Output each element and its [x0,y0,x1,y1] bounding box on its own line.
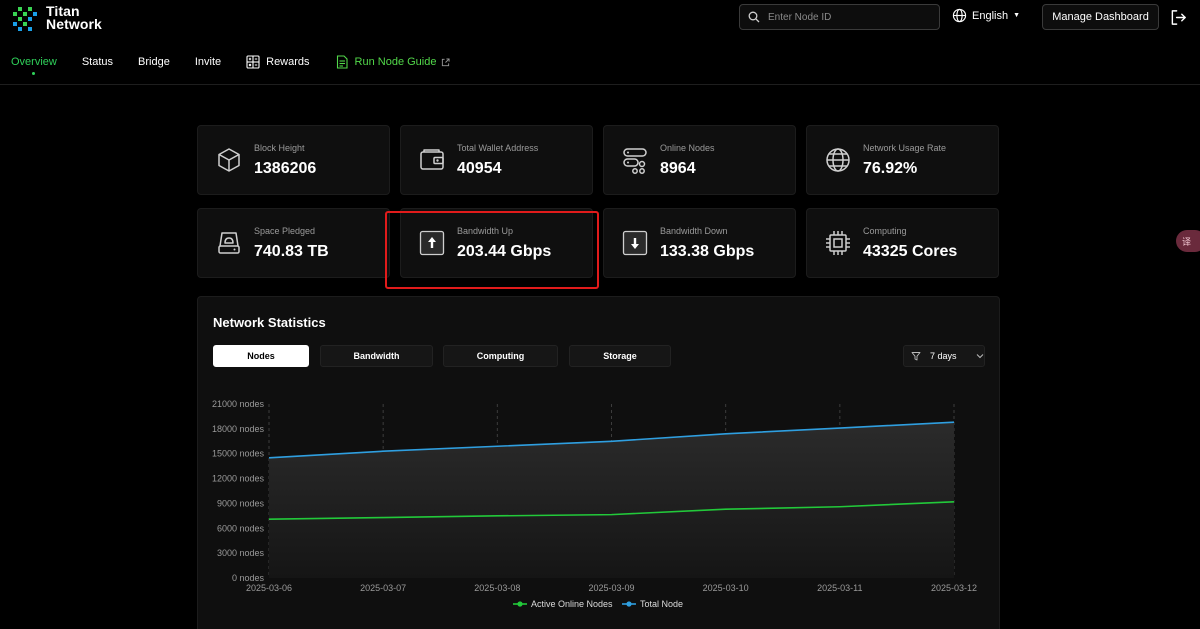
y-tick-label: 6000 nodes [217,523,265,533]
external-link-icon [442,57,451,66]
hard-drive-icon [218,232,240,254]
language-selector[interactable]: English ▼ [952,8,1020,23]
node-id-input[interactable] [768,11,928,23]
x-tick-label: 2025-03-07 [360,583,406,593]
search-icon [748,11,760,23]
nav-invite[interactable]: Invite [194,56,222,68]
document-icon [336,55,348,69]
stat-card-usage-rate: Network Usage Rate 76.92% [806,125,999,195]
filter-icon [911,352,921,361]
x-tick-label: 2025-03-10 [703,583,749,593]
time-range-select[interactable]: 7 days [903,345,985,367]
tab-storage[interactable]: Storage [569,345,671,367]
y-tick-label: 0 nodes [232,573,265,583]
tab-computing[interactable]: Computing [443,345,558,367]
series-line-active-online [268,500,955,520]
tab-bandwidth[interactable]: Bandwidth [320,345,433,367]
y-tick-label: 12000 nodes [212,474,265,484]
node-search-box[interactable] [739,4,940,30]
stat-card-wallet: Total Wallet Address 40954 [400,125,593,195]
language-label: English [972,9,1009,22]
stat-card-online-nodes: Online Nodes 8964 [603,125,796,195]
nav-run-node-guide-label: Run Node Guide [354,56,437,68]
globe-icon [952,8,967,23]
x-tick-label: 2025-03-06 [246,583,292,593]
nav-overview[interactable]: Overview [11,56,57,75]
nav-rewards[interactable]: Rewards [246,55,310,69]
nav-rewards-label: Rewards [266,56,310,68]
stat-label: Network Usage Rate [863,143,947,153]
caret-down-icon: ▼ [1013,12,1021,19]
x-tick-label: 2025-03-11 [817,583,862,593]
series-line-total [268,421,955,459]
brand-line-1: Titan [46,3,80,19]
logout-icon[interactable] [1170,9,1187,26]
server-nodes-icon [623,148,647,174]
legend-swatch-dot [517,601,523,607]
stat-label: Block Height [254,143,305,153]
stat-label: Online Nodes [660,143,715,153]
stat-card-bandwidth-up: Bandwidth Up 203.44 Gbps [400,208,593,278]
stat-value: 43325 Cores [863,243,958,260]
stat-label: Bandwidth Up [457,226,514,236]
stat-label: Total Wallet Address [457,143,539,153]
stat-card-bandwidth-down: Bandwidth Down 133.38 Gbps [603,208,796,278]
y-tick-label: 21000 nodes [212,399,265,409]
translate-bubble[interactable]: 译 [1176,230,1200,252]
tab-nodes[interactable]: Nodes [213,345,309,367]
x-tick-label: 2025-03-12 [931,583,977,593]
chevron-down-icon [976,354,983,359]
download-icon [622,230,648,256]
legend-label: Active Online Nodes [531,599,613,609]
x-tick-label: 2025-03-09 [588,583,634,593]
y-tick-label: 15000 nodes [212,449,265,459]
stat-card-computing: Computing 43325 Cores [806,208,999,278]
highlight-box [385,211,599,289]
stat-value: 8964 [660,160,696,177]
nav-bridge[interactable]: Bridge [138,56,170,68]
stat-value: 203.44 Gbps [457,243,552,260]
titan-logo[interactable]: Titan Network [11,4,102,32]
stat-value: 1386206 [254,160,317,177]
manage-dashboard-button[interactable]: Manage Dashboard [1042,4,1159,30]
brand-line-2: Network [46,16,102,32]
main-nav: Overview Status Bridge Invite Rewards Ru… [11,55,475,75]
stat-value: 40954 [457,160,502,177]
panel-title: Network Statistics [213,315,326,330]
cpu-chip-icon [826,231,850,255]
stat-value: 76.92% [863,160,918,177]
wallet-icon [420,149,444,170]
y-tick-label: 18000 nodes [212,424,265,434]
legend-swatch-dot [626,601,632,607]
y-tick-label: 3000 nodes [217,548,265,558]
titan-logo-icon [13,7,37,31]
time-range-label: 7 days [930,351,957,361]
calculator-icon [246,55,260,69]
top-bar: Titan Network English ▼ Manage Dashboard [0,0,1200,36]
stat-card-block-height: Block Height 1386206 [197,125,390,195]
stat-value: 133.38 Gbps [660,243,755,260]
brand-name: Titan Network [46,3,102,32]
stat-label: Space Pledged [254,226,316,236]
y-tick-label: 9000 nodes [217,498,265,508]
stat-card-space-pledged: Space Pledged 740.83 TB [197,208,390,278]
x-tick-label: 2025-03-08 [474,583,520,593]
nav-run-node-guide[interactable]: Run Node Guide [335,55,451,69]
header-divider [0,84,1200,85]
stat-label: Bandwidth Down [660,226,728,236]
globe-network-icon [826,148,850,172]
upload-icon [419,230,445,256]
nav-status[interactable]: Status [81,56,114,68]
cube-icon [218,148,240,172]
stat-label: Computing [863,226,907,236]
legend-label: Total Node [640,599,683,609]
stat-value: 740.83 TB [254,243,329,260]
total-node-area [269,422,954,578]
